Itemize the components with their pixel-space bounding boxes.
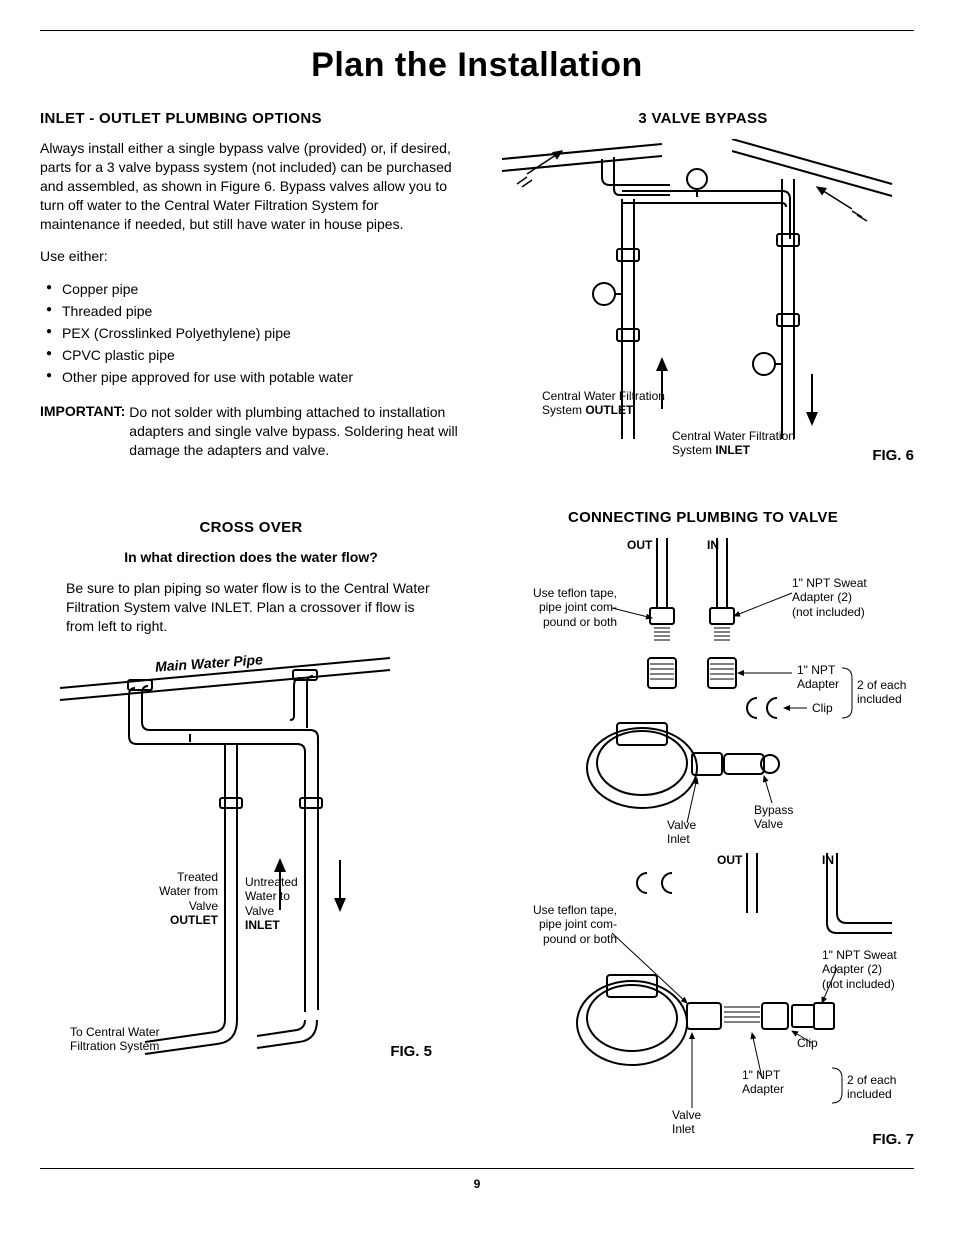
valve-inlet-line1: Valve <box>667 818 696 832</box>
valve-inlet-b-line2: Inlet <box>672 1122 695 1136</box>
untreated-line2: Water to <box>245 889 290 903</box>
treated-line1: Treated <box>177 870 218 884</box>
valve-inlet-b-line1: Valve <box>672 1108 701 1122</box>
important-label: IMPORTANT: <box>40 403 125 460</box>
page-number: 9 <box>40 1168 914 1191</box>
figure-7: OUT IN Use teflon tape, pipe joint com- … <box>492 538 914 1148</box>
crossover-heading: CROSS OVER <box>60 519 442 536</box>
untreated-line4: INLET <box>245 918 280 932</box>
left-column: INLET - OUTLET PLUMBING OPTIONS Always i… <box>40 110 462 1148</box>
two-each-b-line2: included <box>847 1087 892 1101</box>
two-each-line1: 2 of each <box>857 678 906 692</box>
figure-5: Main Water Pipe Treated Water from Valve… <box>40 650 462 1080</box>
clip-b-label: Clip <box>797 1036 818 1050</box>
sweat-line3: (not included) <box>792 605 865 619</box>
bypass-line1: Bypass <box>754 803 793 817</box>
crossover-question: In what direction does the water flow? <box>60 548 442 567</box>
fig6-inlet-line2a: System <box>672 443 715 457</box>
bypass-line2: Valve <box>754 817 783 831</box>
fig7-in-label: IN <box>707 538 719 552</box>
teflon-line2: pipe joint com- <box>539 600 617 614</box>
important-note: IMPORTANT: Do not solder with plumbing a… <box>40 403 462 460</box>
npt-line1: 1" NPT <box>797 663 835 677</box>
intro-paragraph: Always install either a single bypass va… <box>40 139 462 233</box>
fig5-diagram <box>40 650 460 1070</box>
untreated-line3: Valve <box>245 904 274 918</box>
teflon-b-line1: Use teflon tape, <box>533 903 617 917</box>
to-system-line1: To Central Water <box>70 1025 160 1039</box>
fig6-outlet-line1: Central Water Filtration <box>542 389 665 403</box>
two-each-line2: included <box>857 692 902 706</box>
page-title: Plan the Installation <box>40 46 914 85</box>
fig6-inlet-line2b: INLET <box>715 443 750 457</box>
untreated-line1: Untreated <box>245 875 298 889</box>
teflon-b-line2: pipe joint com- <box>539 917 617 931</box>
important-text: Do not solder with plumbing attached to … <box>129 403 462 460</box>
fig5-label: FIG. 5 <box>390 1043 432 1060</box>
bypass-heading: 3 VALVE BYPASS <box>492 110 914 127</box>
connect-heading: CONNECTING PLUMBING TO VALVE <box>492 509 914 526</box>
use-either-label: Use either: <box>40 247 462 266</box>
npt-b-line2: Adapter <box>742 1082 784 1096</box>
pipe-options-list: Copper pipe Threaded pipe PEX (Crosslink… <box>40 280 462 386</box>
fig7-label: FIG. 7 <box>872 1131 914 1148</box>
clip-label: Clip <box>812 701 833 715</box>
crossover-body: Be sure to plan piping so water flow is … <box>60 579 442 636</box>
npt-line2: Adapter <box>797 677 839 691</box>
fig7b-in-label: IN <box>822 853 834 867</box>
fig7b-out-label: OUT <box>717 853 742 867</box>
treated-line2: Water from <box>159 884 218 898</box>
sweat-b-line3: (not included) <box>822 977 895 991</box>
treated-line4: OUTLET <box>170 913 218 927</box>
plumbing-options-heading: INLET - OUTLET PLUMBING OPTIONS <box>40 110 462 127</box>
pipe-option: Threaded pipe <box>46 302 462 321</box>
fig6-outlet-line2a: System <box>542 403 585 417</box>
right-column: 3 VALVE BYPASS <box>492 110 914 1148</box>
sweat-line1: 1" NPT Sweat <box>792 576 867 590</box>
fig6-inlet-line1: Central Water Filtration <box>672 429 795 443</box>
fig6-label: FIG. 6 <box>872 447 914 464</box>
npt-b-line1: 1" NPT <box>742 1068 780 1082</box>
figure-6: Central Water Filtration System OUTLET C… <box>492 139 914 479</box>
sweat-b-line1: 1" NPT Sweat <box>822 948 897 962</box>
treated-line3: Valve <box>189 899 218 913</box>
valve-inlet-line2: Inlet <box>667 832 690 846</box>
pipe-option: Other pipe approved for use with potable… <box>46 368 462 387</box>
fig6-diagram <box>492 139 912 469</box>
teflon-line3: pound or both <box>543 615 617 629</box>
sweat-b-line2: Adapter (2) <box>822 962 882 976</box>
sweat-line2: Adapter (2) <box>792 590 852 604</box>
two-each-b-line1: 2 of each <box>847 1073 896 1087</box>
teflon-b-line3: pound or both <box>543 932 617 946</box>
fig6-outlet-line2b: OUTLET <box>585 403 633 417</box>
pipe-option: PEX (Crosslinked Polyethylene) pipe <box>46 324 462 343</box>
teflon-line1: Use teflon tape, <box>533 586 617 600</box>
pipe-option: CPVC plastic pipe <box>46 346 462 365</box>
pipe-option: Copper pipe <box>46 280 462 299</box>
fig7-out-label: OUT <box>627 538 652 552</box>
crossover-section: CROSS OVER In what direction does the wa… <box>40 519 462 636</box>
to-system-line2: Filtration System <box>70 1039 159 1053</box>
